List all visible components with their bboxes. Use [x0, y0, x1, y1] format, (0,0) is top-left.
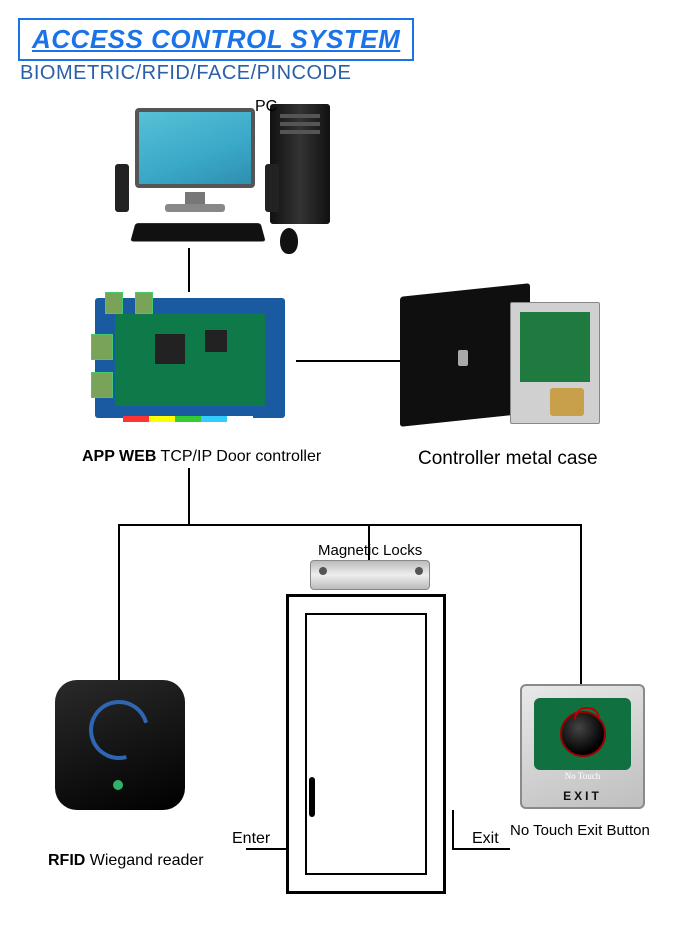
edge-controller-down [188, 468, 190, 526]
door-node [280, 560, 460, 920]
edge-reader-door-h [246, 848, 288, 850]
reader-label-bold: RFID [48, 852, 85, 869]
metal-case-node [400, 290, 610, 440]
terminal-port-icon [105, 292, 123, 314]
edge-pc-controller [188, 248, 190, 292]
exit-button-label: No Touch Exit Button [510, 822, 650, 839]
exit-label: Exit [472, 830, 499, 848]
pc-label: PC [255, 98, 277, 116]
led-strip-icon [123, 416, 253, 422]
chip-icon [205, 330, 227, 352]
speakers-icon [115, 164, 129, 212]
edge-controller-case [296, 360, 400, 362]
monitor-icon [135, 108, 255, 188]
title-box: ACCESS CONTROL SYSTEM [18, 18, 414, 61]
transformer-icon [550, 388, 584, 416]
page-subtitle: BIOMETRIC/RFID/FACE/PINCODE [20, 62, 351, 85]
case-label: Controller metal case [418, 448, 598, 470]
terminal-port-icon [91, 334, 113, 360]
door-icon [286, 594, 446, 894]
terminal-port-icon [91, 372, 113, 398]
edge-bus-reader [118, 524, 120, 680]
page-title: ACCESS CONTROL SYSTEM [32, 24, 400, 55]
case-pcb-icon [520, 312, 590, 382]
reader-label: RFID Wiegand reader [48, 852, 204, 870]
exit-plate-small-text: No Touch [520, 771, 645, 781]
rfid-reader-node [55, 680, 205, 830]
pc-tower-icon [270, 104, 330, 224]
exit-plate-large-text: EXIT [520, 789, 645, 803]
edge-bus-exitbtn [580, 524, 582, 684]
pcb-icon [115, 314, 265, 406]
controller-label: APP WEB TCP/IP Door controller [82, 448, 321, 466]
controller-label-rest: TCP/IP Door controller [156, 448, 321, 465]
edge-door-exit-v [452, 810, 454, 850]
chip-icon [155, 334, 185, 364]
pc-node [115, 100, 345, 250]
terminal-port-icon [135, 292, 153, 314]
ir-sensor-icon [560, 711, 606, 757]
controller-label-bold: APP WEB [82, 448, 156, 465]
keyboard-icon [130, 223, 265, 241]
edge-door-exit-h [452, 848, 510, 850]
maglock-label: Magnetic Locks [318, 542, 422, 559]
edge-reader-door-v [286, 810, 288, 850]
edge-bus-maglock [368, 524, 370, 560]
door-handle-icon [309, 777, 315, 817]
edge-bus [118, 524, 582, 526]
controller-board-node [85, 290, 295, 440]
mouse-icon [280, 228, 298, 254]
magnetic-lock-icon [310, 560, 430, 590]
enter-label: Enter [232, 830, 270, 848]
reader-led-icon [113, 780, 123, 790]
reader-label-rest: Wiegand reader [85, 852, 203, 869]
exit-button-node: No Touch EXIT [520, 684, 645, 809]
